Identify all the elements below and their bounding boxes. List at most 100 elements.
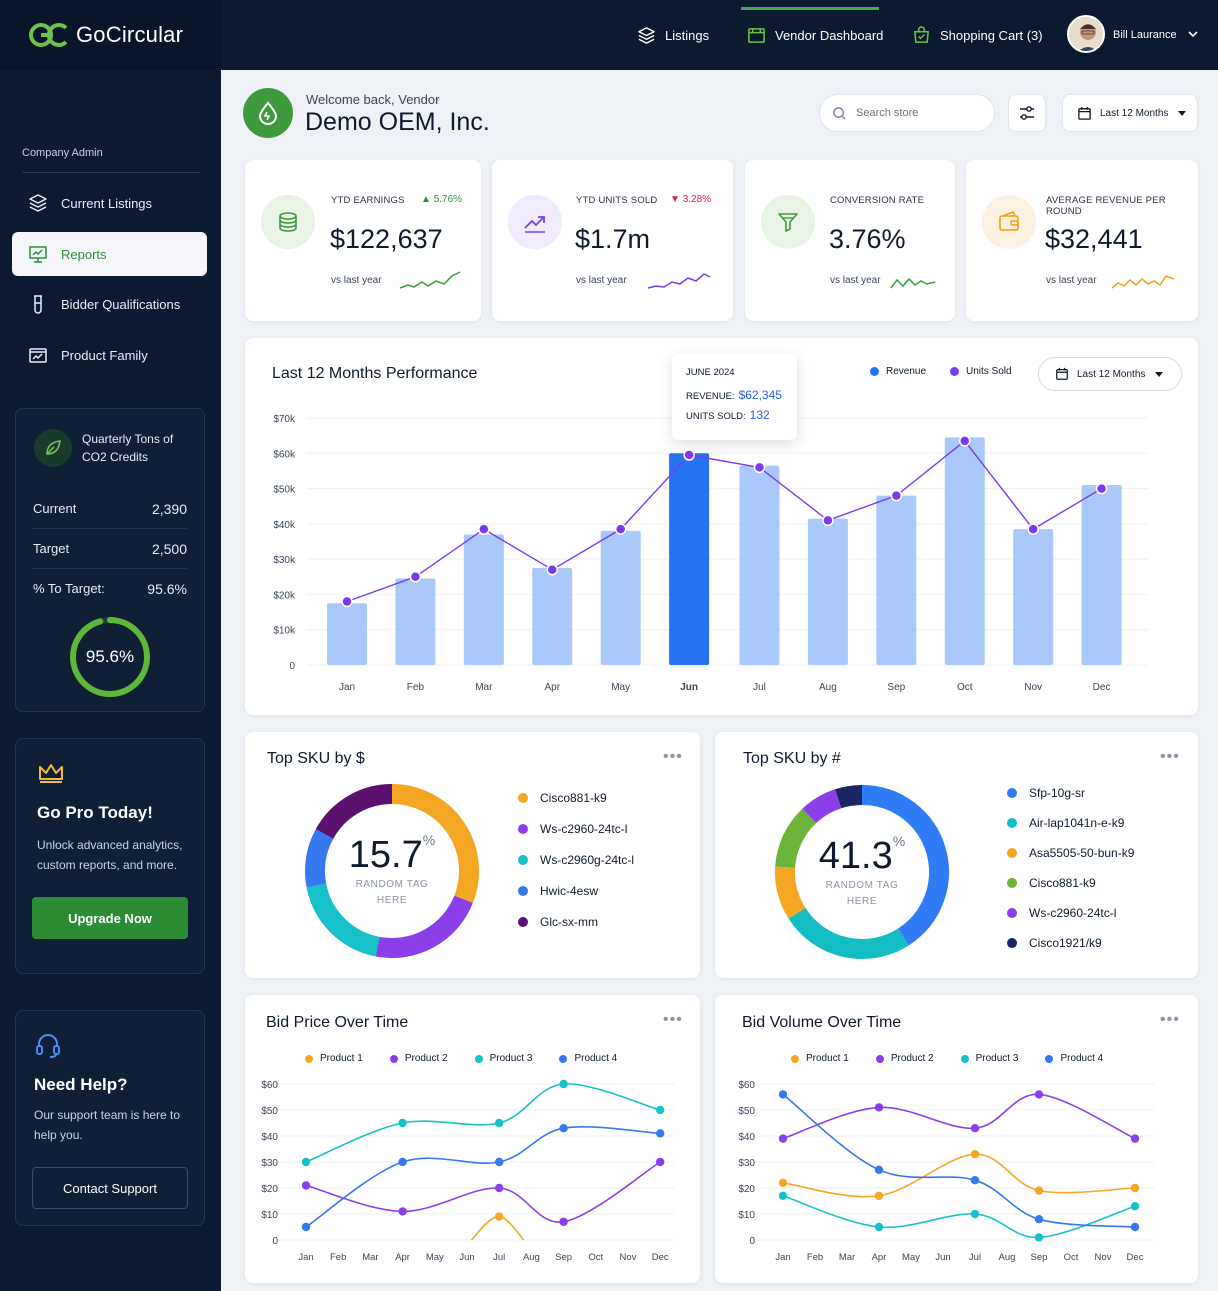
series-point (495, 1118, 504, 1128)
more-options-icon[interactable]: ••• (1160, 748, 1180, 765)
x-tick-label: Aug (523, 1252, 540, 1263)
series-point (398, 1118, 407, 1128)
nav-vendor-dashboard[interactable]: Vendor Dashboard (747, 0, 883, 70)
nav-listings[interactable]: Listings (637, 0, 709, 70)
x-tick-label: Dec (652, 1252, 669, 1263)
legend-item[interactable]: Cisco881-k9 (518, 782, 634, 813)
caret-down-icon (1155, 371, 1164, 377)
performance-chart-card: Last 12 Months Performance Revenue Units… (245, 338, 1198, 715)
co2-value: 2,390 (151, 501, 187, 517)
logo[interactable]: GoCircular (0, 0, 221, 70)
chevron-down-icon[interactable] (1187, 28, 1199, 40)
co2-label: Target (33, 541, 70, 556)
x-tick-label: May (611, 682, 630, 693)
sidebar-item-bidder-qualifications[interactable]: Bidder Qualifications (12, 282, 207, 326)
donut-slice (391, 784, 479, 904)
nav-label: Listings (665, 27, 710, 43)
y-tick-label: $20 (261, 1184, 278, 1195)
x-tick-label: Nov (1024, 682, 1042, 693)
divider (33, 528, 187, 529)
nav-shopping-cart[interactable]: Shopping Cart (3) (912, 0, 1043, 70)
legend-item[interactable]: Ws-c2960-24tc-l (518, 813, 634, 844)
legend-dot (559, 1054, 568, 1063)
contact-support-button[interactable]: Contact Support (32, 1167, 188, 1209)
legend-label: Glc-sx-mm (540, 914, 598, 929)
units-sold-point (959, 435, 971, 447)
donut-slice (306, 883, 380, 957)
search-box[interactable] (819, 94, 995, 132)
legend-dot (518, 792, 528, 803)
help-card: Need Help? Our support team is here to h… (15, 1010, 205, 1226)
y-tick-label: $70k (273, 414, 296, 425)
test-tube-icon (34, 295, 42, 314)
y-tick-label: $30 (261, 1158, 278, 1169)
series-point (301, 1222, 311, 1232)
legend-item[interactable]: Ws-c2960-24tc-l (1007, 898, 1134, 928)
more-options-icon[interactable]: ••• (1160, 1011, 1180, 1028)
help-description: Our support team is here to help you. (34, 1108, 181, 1142)
legend-item[interactable]: Ws-c2960g-24tc-l (518, 844, 634, 875)
series-point (1130, 1183, 1140, 1193)
legend-item[interactable]: Air-lap1041n-e-k9 (1007, 808, 1134, 838)
kpi-card-ytd-units-sold: YTD UNITS SOLD ▼ 3.28% $1.7m vs last yea… (492, 160, 733, 321)
y-tick-label: $50 (261, 1106, 278, 1117)
series-point (970, 1209, 980, 1219)
legend-label: Ws-c2960-24tc-l (540, 821, 628, 836)
legend-item[interactable]: Glc-sx-mm (518, 906, 634, 937)
range-value: Last 12 Months (1077, 368, 1146, 380)
sidebar-section-label: Company Admin (22, 147, 103, 159)
bid-price-card: Bid Price Over Time ••• Product 1 Produc… (245, 995, 700, 1283)
sidebar-item-current-listings[interactable]: Current Listings (12, 181, 207, 225)
date-range-value: Last 12 Months (1100, 107, 1169, 119)
more-options-icon[interactable]: ••• (663, 748, 683, 765)
sidebar-item-product-family[interactable]: Product Family (12, 333, 207, 377)
divider (33, 568, 187, 569)
avatar[interactable] (1067, 15, 1105, 53)
donut-unit: % (422, 832, 436, 848)
series-line (305, 1083, 661, 1163)
units-sold-point (409, 571, 422, 583)
filter-button[interactable] (1008, 94, 1046, 132)
droplet-icon (258, 101, 278, 125)
legend-label: Product 2 (404, 1053, 448, 1064)
donut-tag-line: RANDOM TAG (355, 879, 429, 890)
x-tick-label: Jul (753, 682, 766, 693)
sidebar-item-reports[interactable]: Reports (12, 232, 207, 276)
revenue-bar (739, 465, 780, 665)
donut-center: 41.3% RANDOM TAG HERE (802, 833, 922, 910)
search-input[interactable] (856, 107, 976, 119)
legend-item[interactable]: Hwic-4esw (518, 875, 634, 906)
more-options-icon[interactable]: ••• (663, 1011, 683, 1028)
donut-value: 41.3% (802, 833, 922, 878)
co2-label: % To Target: (33, 581, 105, 596)
y-tick-label: $30 (738, 1158, 755, 1169)
legend-item[interactable]: Asa5505-50-bun-k9 (1007, 838, 1134, 868)
user-name[interactable]: Bill Laurance (1113, 29, 1177, 41)
series-point (1034, 1090, 1044, 1099)
revenue-bar (944, 437, 985, 665)
series-line (782, 1153, 1136, 1198)
legend-item[interactable]: Cisco881-k9 (1007, 868, 1134, 898)
legend-label: Product 3 (489, 1053, 533, 1064)
y-tick-label: $20k (273, 590, 296, 601)
kpi-label: CONVERSION RATE (830, 195, 925, 206)
sparkline (399, 271, 461, 289)
donut-slice (802, 789, 842, 824)
donut-unit: % (892, 833, 906, 849)
x-tick-label: May (426, 1252, 444, 1263)
x-tick-label: Jun (459, 1252, 474, 1263)
layers-icon (638, 26, 655, 44)
card-title: Top SKU by $ (267, 750, 365, 767)
upgrade-now-button[interactable]: Upgrade Now (32, 897, 188, 939)
top-sku-dollar-donut (305, 784, 479, 958)
donut-tag: RANDOM TAG HERE (802, 878, 922, 910)
legend-item[interactable]: Cisco1921/k9 (1007, 928, 1134, 958)
revenue-bar (1013, 529, 1054, 665)
date-range-select[interactable]: Last 12 Months (1062, 94, 1198, 132)
revenue-bar (532, 567, 573, 665)
tooltip-label: UNITS SOLD: (686, 411, 746, 422)
x-tick-label: Oct (1064, 1252, 1079, 1263)
legend-item[interactable]: Sfp-10g-sr (1007, 778, 1134, 808)
performance-range-select[interactable]: Last 12 Months (1038, 357, 1182, 391)
bid-price-chart: 0 $10 $20 $30 $40 $50 $60 Jan Feb Mar Apr May Jun Jul… (261, 1079, 675, 1263)
